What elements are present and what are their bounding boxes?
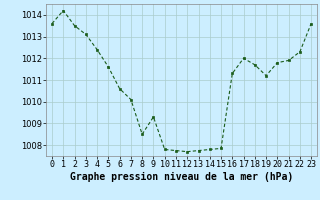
X-axis label: Graphe pression niveau de la mer (hPa): Graphe pression niveau de la mer (hPa) <box>70 172 293 182</box>
